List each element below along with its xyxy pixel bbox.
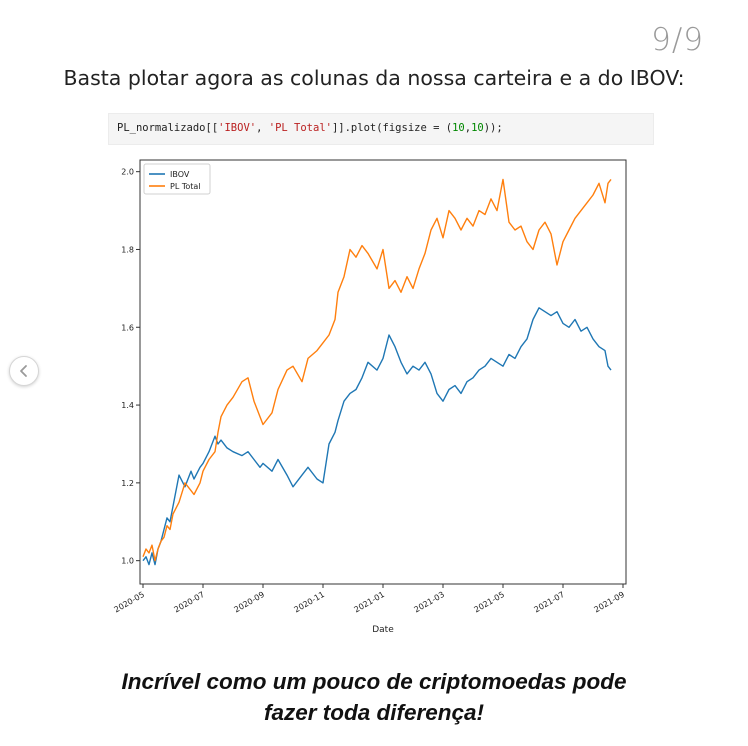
code-cell: PL_normalizado[['IBOV', 'PL Total']].plo… xyxy=(108,113,654,145)
code-comma: , xyxy=(464,122,472,134)
closing-line-1: Incrível como um pouco de criptomoedas p… xyxy=(121,669,627,694)
intro-text: Basta plotar agora as colunas da nossa c… xyxy=(63,66,685,90)
x-tick-label: 2021-03 xyxy=(413,590,446,615)
y-tick-label: 1.6 xyxy=(121,323,134,332)
legend-label: PL Total xyxy=(170,182,201,191)
y-tick-label: 1.0 xyxy=(121,557,134,566)
x-tick-label: 2020-05 xyxy=(113,590,146,615)
legend-label: IBOV xyxy=(170,170,190,179)
code-num-2: 10 xyxy=(471,122,484,134)
code-suffix: )); xyxy=(483,122,503,134)
code-mid: ]].plot(figsize = ( xyxy=(331,122,453,134)
y-tick-label: 1.4 xyxy=(121,401,134,410)
closing-text: Incrível como um pouco de criptomoedas p… xyxy=(0,666,748,728)
code-arg-pl-total: 'PL Total' xyxy=(268,122,332,134)
series-line-ibov xyxy=(142,307,612,566)
x-tick-label: 2021-01 xyxy=(353,590,386,615)
series-line-pl-total xyxy=(142,178,612,562)
legend: IBOV PL Total xyxy=(143,163,211,195)
y-tick-label: 2.0 xyxy=(121,168,134,177)
series-layer xyxy=(142,178,612,566)
x-tick-label: 2020-11 xyxy=(293,590,326,615)
plot-area xyxy=(139,159,627,585)
x-tick-label: 2021-07 xyxy=(533,590,566,615)
x-tick-label: 2021-05 xyxy=(473,590,506,615)
x-tick-label: 2020-07 xyxy=(173,590,206,615)
x-axis: 2020-05 2020-07 2020-09 2020-11 2021-01 2021-… xyxy=(113,584,626,614)
code-sep: , xyxy=(256,122,269,134)
y-axis: 1.0 1.2 1.4 1.6 1.8 2.0 xyxy=(121,168,140,566)
closing-line-2: fazer toda diferença! xyxy=(263,700,485,725)
page-counter: 9/9 xyxy=(651,22,704,58)
y-tick-label: 1.2 xyxy=(121,479,134,488)
y-tick-label: 1.8 xyxy=(121,245,134,254)
previous-slide-button[interactable] xyxy=(9,356,39,386)
chevron-left-icon xyxy=(20,365,27,377)
x-axis-label: Date xyxy=(372,625,394,635)
code-num-1: 10 xyxy=(452,122,465,134)
code-prefix: PL_normalizado[[ xyxy=(117,122,219,134)
x-tick-label: 2020-09 xyxy=(233,590,266,615)
x-tick-label: 2021-09 xyxy=(593,590,626,615)
line-chart: 1.0 1.2 1.4 1.6 1.8 2.0 2020-05 2020-07 2020-09… xyxy=(113,159,627,635)
code-arg-ibov: 'IBOV' xyxy=(218,122,257,134)
